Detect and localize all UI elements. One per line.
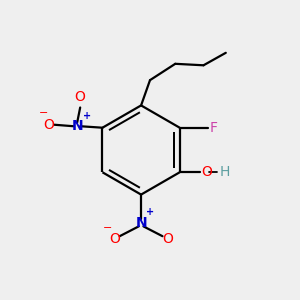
Text: O: O <box>162 232 173 246</box>
Text: O: O <box>44 118 54 132</box>
Text: +: + <box>82 111 91 121</box>
Text: −: − <box>39 108 48 118</box>
Text: +: + <box>146 208 154 218</box>
Text: F: F <box>209 121 217 135</box>
Text: −: − <box>103 223 112 233</box>
Text: N: N <box>135 216 147 230</box>
Text: O: O <box>75 90 86 104</box>
Text: H: H <box>220 165 230 179</box>
Text: O: O <box>109 232 120 246</box>
Text: N: N <box>71 119 83 133</box>
Text: O: O <box>201 165 212 179</box>
